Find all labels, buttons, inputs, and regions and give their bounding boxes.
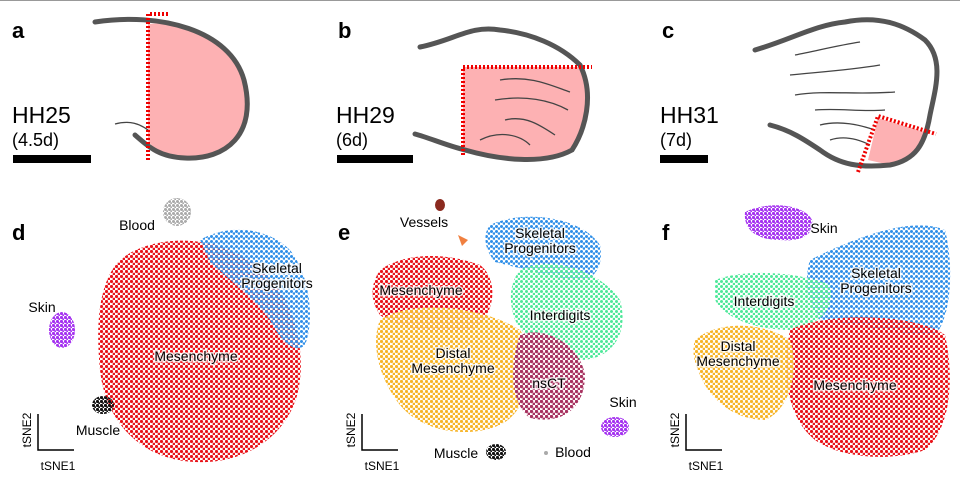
cluster-label: Blood [555, 444, 591, 460]
cluster-label: Mesenchyme [813, 377, 896, 393]
axis-label: tSNE2 [20, 412, 34, 447]
cell-cluster [485, 216, 601, 281]
tissue-region [463, 67, 587, 159]
cut-line [461, 65, 592, 155]
limb-line [789, 41, 896, 146]
cluster-label: Mesenchyme [154, 348, 237, 364]
cell-cluster [200, 229, 310, 349]
axis-label: tSNE1 [365, 459, 400, 473]
cell-cluster [715, 272, 831, 330]
cluster-label: Skeletal [252, 260, 302, 276]
cell-cluster [376, 307, 531, 433]
panel-a: a HH25 (4.5d) [12, 12, 250, 163]
cluster-label: Progenitors [504, 240, 576, 256]
limb-line [479, 78, 571, 146]
cluster-label: Progenitors [840, 280, 912, 296]
panel-letter: c [662, 18, 674, 43]
axis-arrows [685, 414, 722, 451]
panel-letter: b [338, 18, 351, 43]
panel-letter: d [12, 220, 25, 245]
axis-arrows [361, 414, 398, 451]
cell-cluster [458, 235, 468, 246]
scale-bar [13, 155, 91, 163]
limb-outline [92, 16, 250, 161]
cell-cluster [601, 417, 629, 437]
cell-cluster [486, 444, 506, 460]
cluster-label: Interdigits [530, 307, 591, 323]
age: (7d) [660, 130, 692, 150]
cell-cluster [435, 199, 445, 211]
cluster-label: Mesenchyme [411, 360, 494, 376]
scale-bar [337, 155, 413, 163]
tissue-region [868, 118, 925, 165]
panel-letter: f [662, 220, 670, 245]
cluster-label: Blood [119, 217, 155, 233]
limb-line [114, 121, 149, 131]
cluster-label: Muscle [76, 422, 121, 438]
cluster-label: Distal [720, 338, 755, 354]
cluster-label: Skeletal [851, 265, 901, 281]
axis-label: tSNE2 [344, 412, 358, 447]
cell-cluster [786, 317, 950, 457]
age: (6d) [336, 130, 368, 150]
stage: HH29 [336, 102, 395, 128]
cell-cluster [513, 332, 585, 420]
cluster-label: Vessels [400, 214, 448, 230]
panel-e: e Vessels Skeletal Progenitors Mesenchym… [338, 199, 638, 473]
cluster-label: Interdigits [734, 293, 795, 309]
cell-cluster [163, 198, 191, 226]
cluster-label: Skin [609, 394, 636, 410]
cluster-label: Mesenchyme [379, 282, 462, 298]
panel-letter: a [12, 18, 25, 43]
axis-label: tSNE1 [41, 459, 76, 473]
cluster-label: Skin [810, 220, 837, 236]
scale-bar [660, 155, 708, 163]
age: (4.5d) [12, 130, 59, 150]
cell-cluster [544, 451, 548, 455]
cell-cluster [744, 205, 813, 241]
cell-cluster [807, 225, 951, 335]
cell-cluster [693, 325, 794, 420]
axis-label: tSNE2 [668, 412, 682, 447]
cluster-label: Skeletal [515, 225, 565, 241]
limb-outline [752, 17, 940, 169]
cell-cluster [92, 396, 114, 414]
cell-cluster [49, 312, 75, 348]
cluster-label: Skin [28, 299, 55, 315]
cluster-label: Distal [435, 345, 470, 361]
cluster-label: Muscle [434, 445, 479, 461]
panel-f: f Skin Skeletal Progenitors Interdigits … [662, 205, 951, 473]
stage: HH25 [12, 102, 71, 128]
cluster-label: Mesenchyme [696, 353, 779, 369]
panel-c: c HH31 (7d) [660, 17, 940, 173]
cluster-label: Progenitors [241, 275, 313, 291]
cluster-label: nsCT [532, 375, 566, 391]
cut-line [146, 12, 168, 160]
stage: HH31 [660, 102, 719, 128]
axis-arrows [37, 414, 74, 451]
panel-d: d Blood Skeletal Progenitors Skin Mesenc… [12, 198, 314, 473]
axis-label: tSNE1 [689, 459, 724, 473]
panel-b: b HH29 (6d) [336, 18, 592, 163]
tissue-region [148, 23, 246, 158]
panel-letter: e [338, 220, 350, 245]
